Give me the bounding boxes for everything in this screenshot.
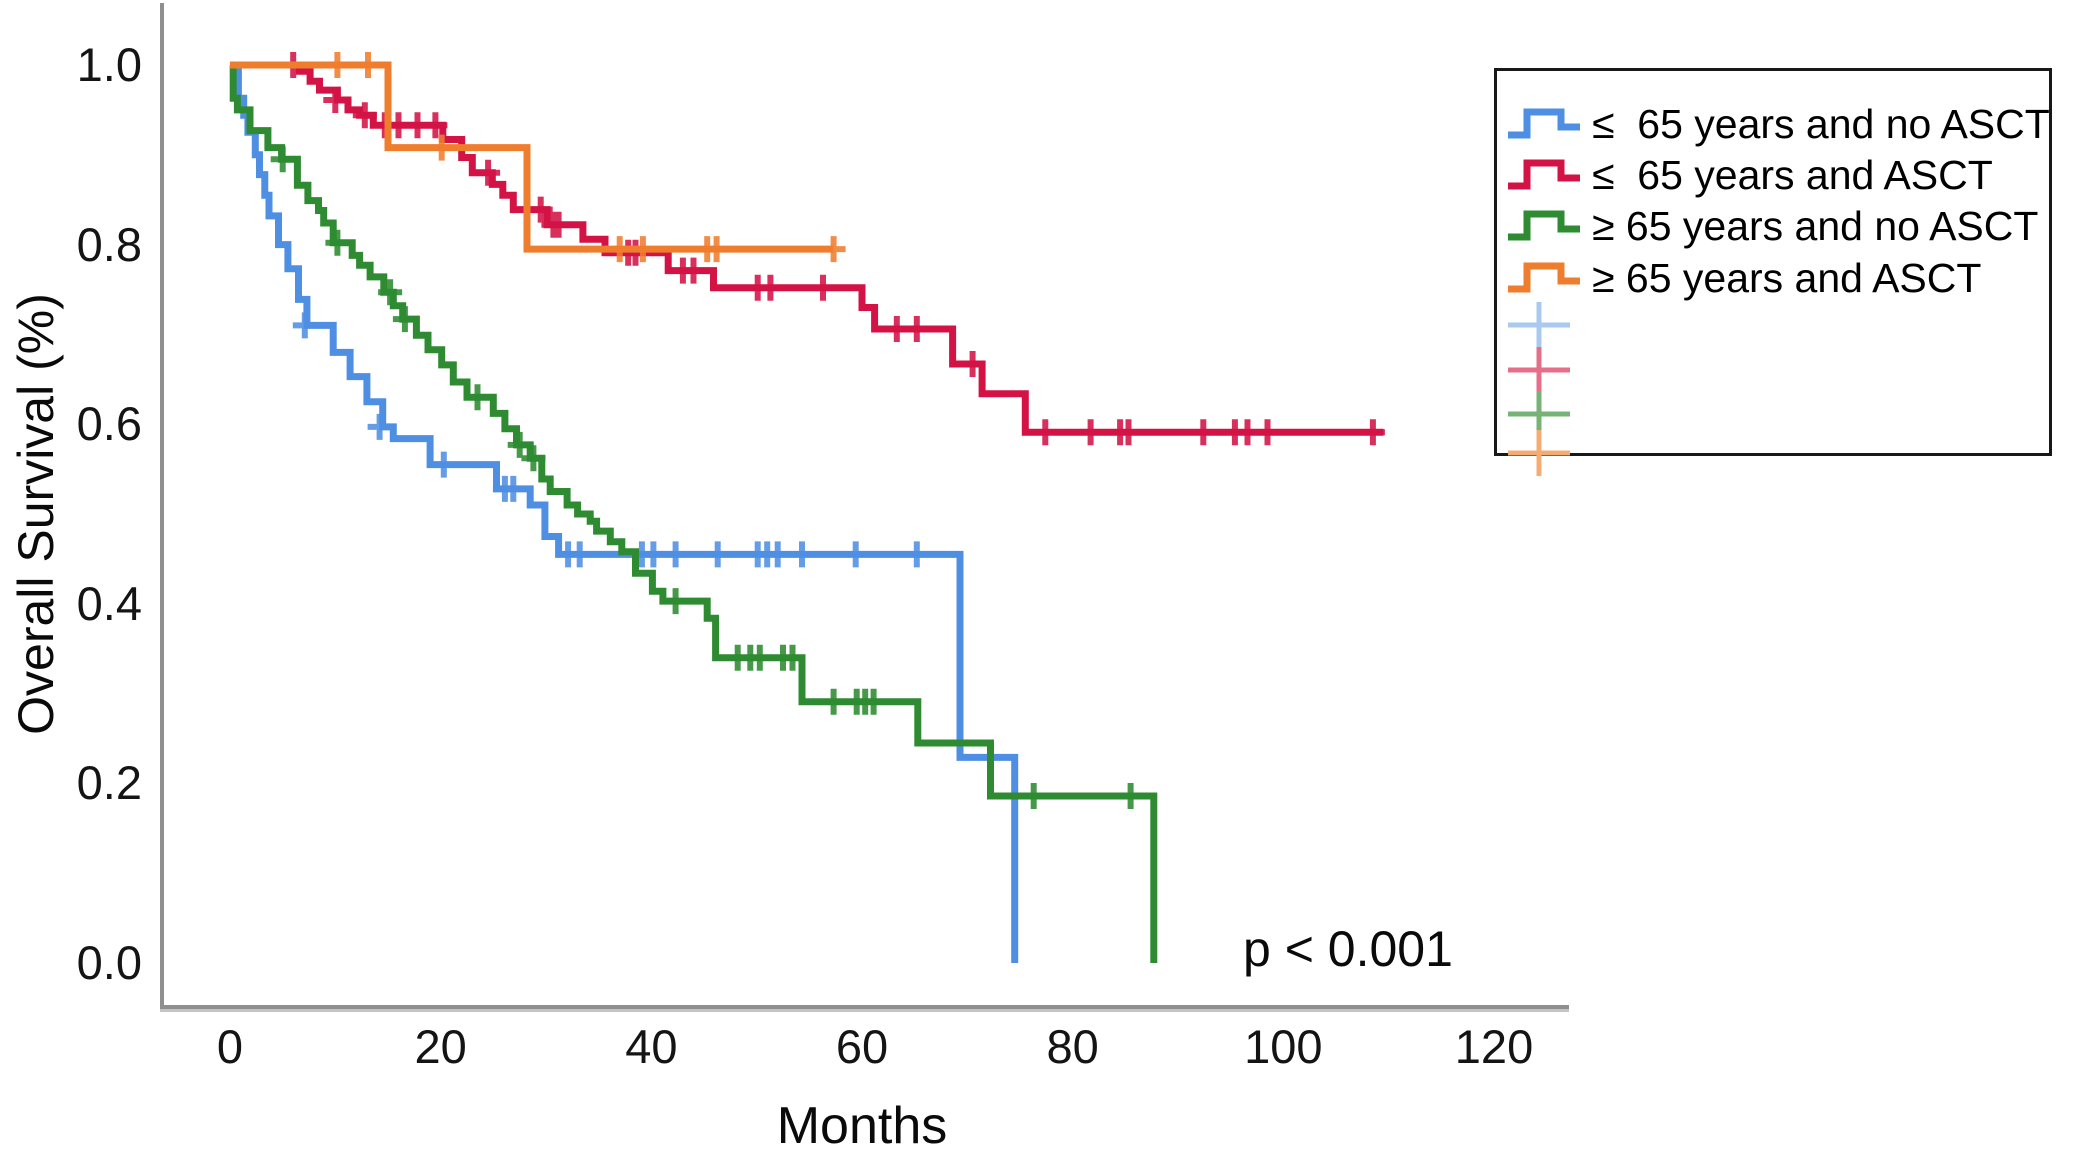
- legend-item-ge65-asct: ≥ 65 years and ASCT: [1505, 255, 1981, 301]
- censor-marks: [292, 312, 929, 568]
- step-line-icon: [1508, 159, 1580, 190]
- x-tick-label: 80: [1046, 1020, 1099, 1073]
- x-tick-label: 20: [414, 1020, 467, 1073]
- step-line-icon: [1508, 262, 1580, 293]
- y-tick-label: 1.0: [76, 38, 142, 91]
- censor-plus-icon: [1508, 302, 1570, 348]
- legend-item-le65-no-asct: ≤ 65 years and no ASCT: [1505, 101, 2050, 147]
- x-tick-label: 40: [625, 1020, 678, 1073]
- censor-plus-icon: [1508, 391, 1570, 437]
- step-line-icon: [1508, 108, 1580, 139]
- x-tick-label: 100: [1244, 1020, 1323, 1073]
- x-tick-label: 0: [216, 1020, 244, 1073]
- censor-marks: [325, 52, 846, 263]
- legend-item-label: ≤ 65 years and ASCT: [1592, 152, 1993, 198]
- y-tick-label: 0.0: [76, 936, 142, 989]
- legend-item-label: ≥ 65 years and ASCT: [1592, 255, 1982, 301]
- legend-item-le65-asct: ≤ 65 years and ASCT: [1505, 152, 1993, 198]
- censor-marks: [270, 146, 1143, 809]
- y-axis-title: Overall Survival (%): [8, 293, 64, 735]
- legend-item-label: ≤ 65 years and no ASCT: [1592, 101, 2050, 147]
- legend-item-ge65-no-asct: ≥ 65 years and no ASCT: [1505, 203, 2038, 249]
- y-tick-label: 0.8: [76, 217, 142, 271]
- censor-plus-icon: [1508, 430, 1570, 476]
- x-tick-label: 60: [835, 1020, 889, 1073]
- y-tick-label: 0.4: [76, 576, 142, 630]
- step-line-icon: [1508, 210, 1580, 241]
- p-value-annotation: p < 0.001: [1243, 921, 1453, 977]
- legend-item-label: ≥ 65 years and no ASCT: [1592, 203, 2039, 249]
- y-tick-label: 0.2: [76, 756, 142, 810]
- survival-curve: [230, 61, 1019, 963]
- legend-box: ≤ 65 years and no ASCT ≤ 65 years and AS…: [1494, 68, 2052, 476]
- y-tick-label: 0.6: [76, 397, 142, 451]
- x-tick-label: 120: [1454, 1020, 1534, 1073]
- censor-plus-icon: [1508, 347, 1570, 393]
- x-axis-title: Months: [776, 1097, 948, 1155]
